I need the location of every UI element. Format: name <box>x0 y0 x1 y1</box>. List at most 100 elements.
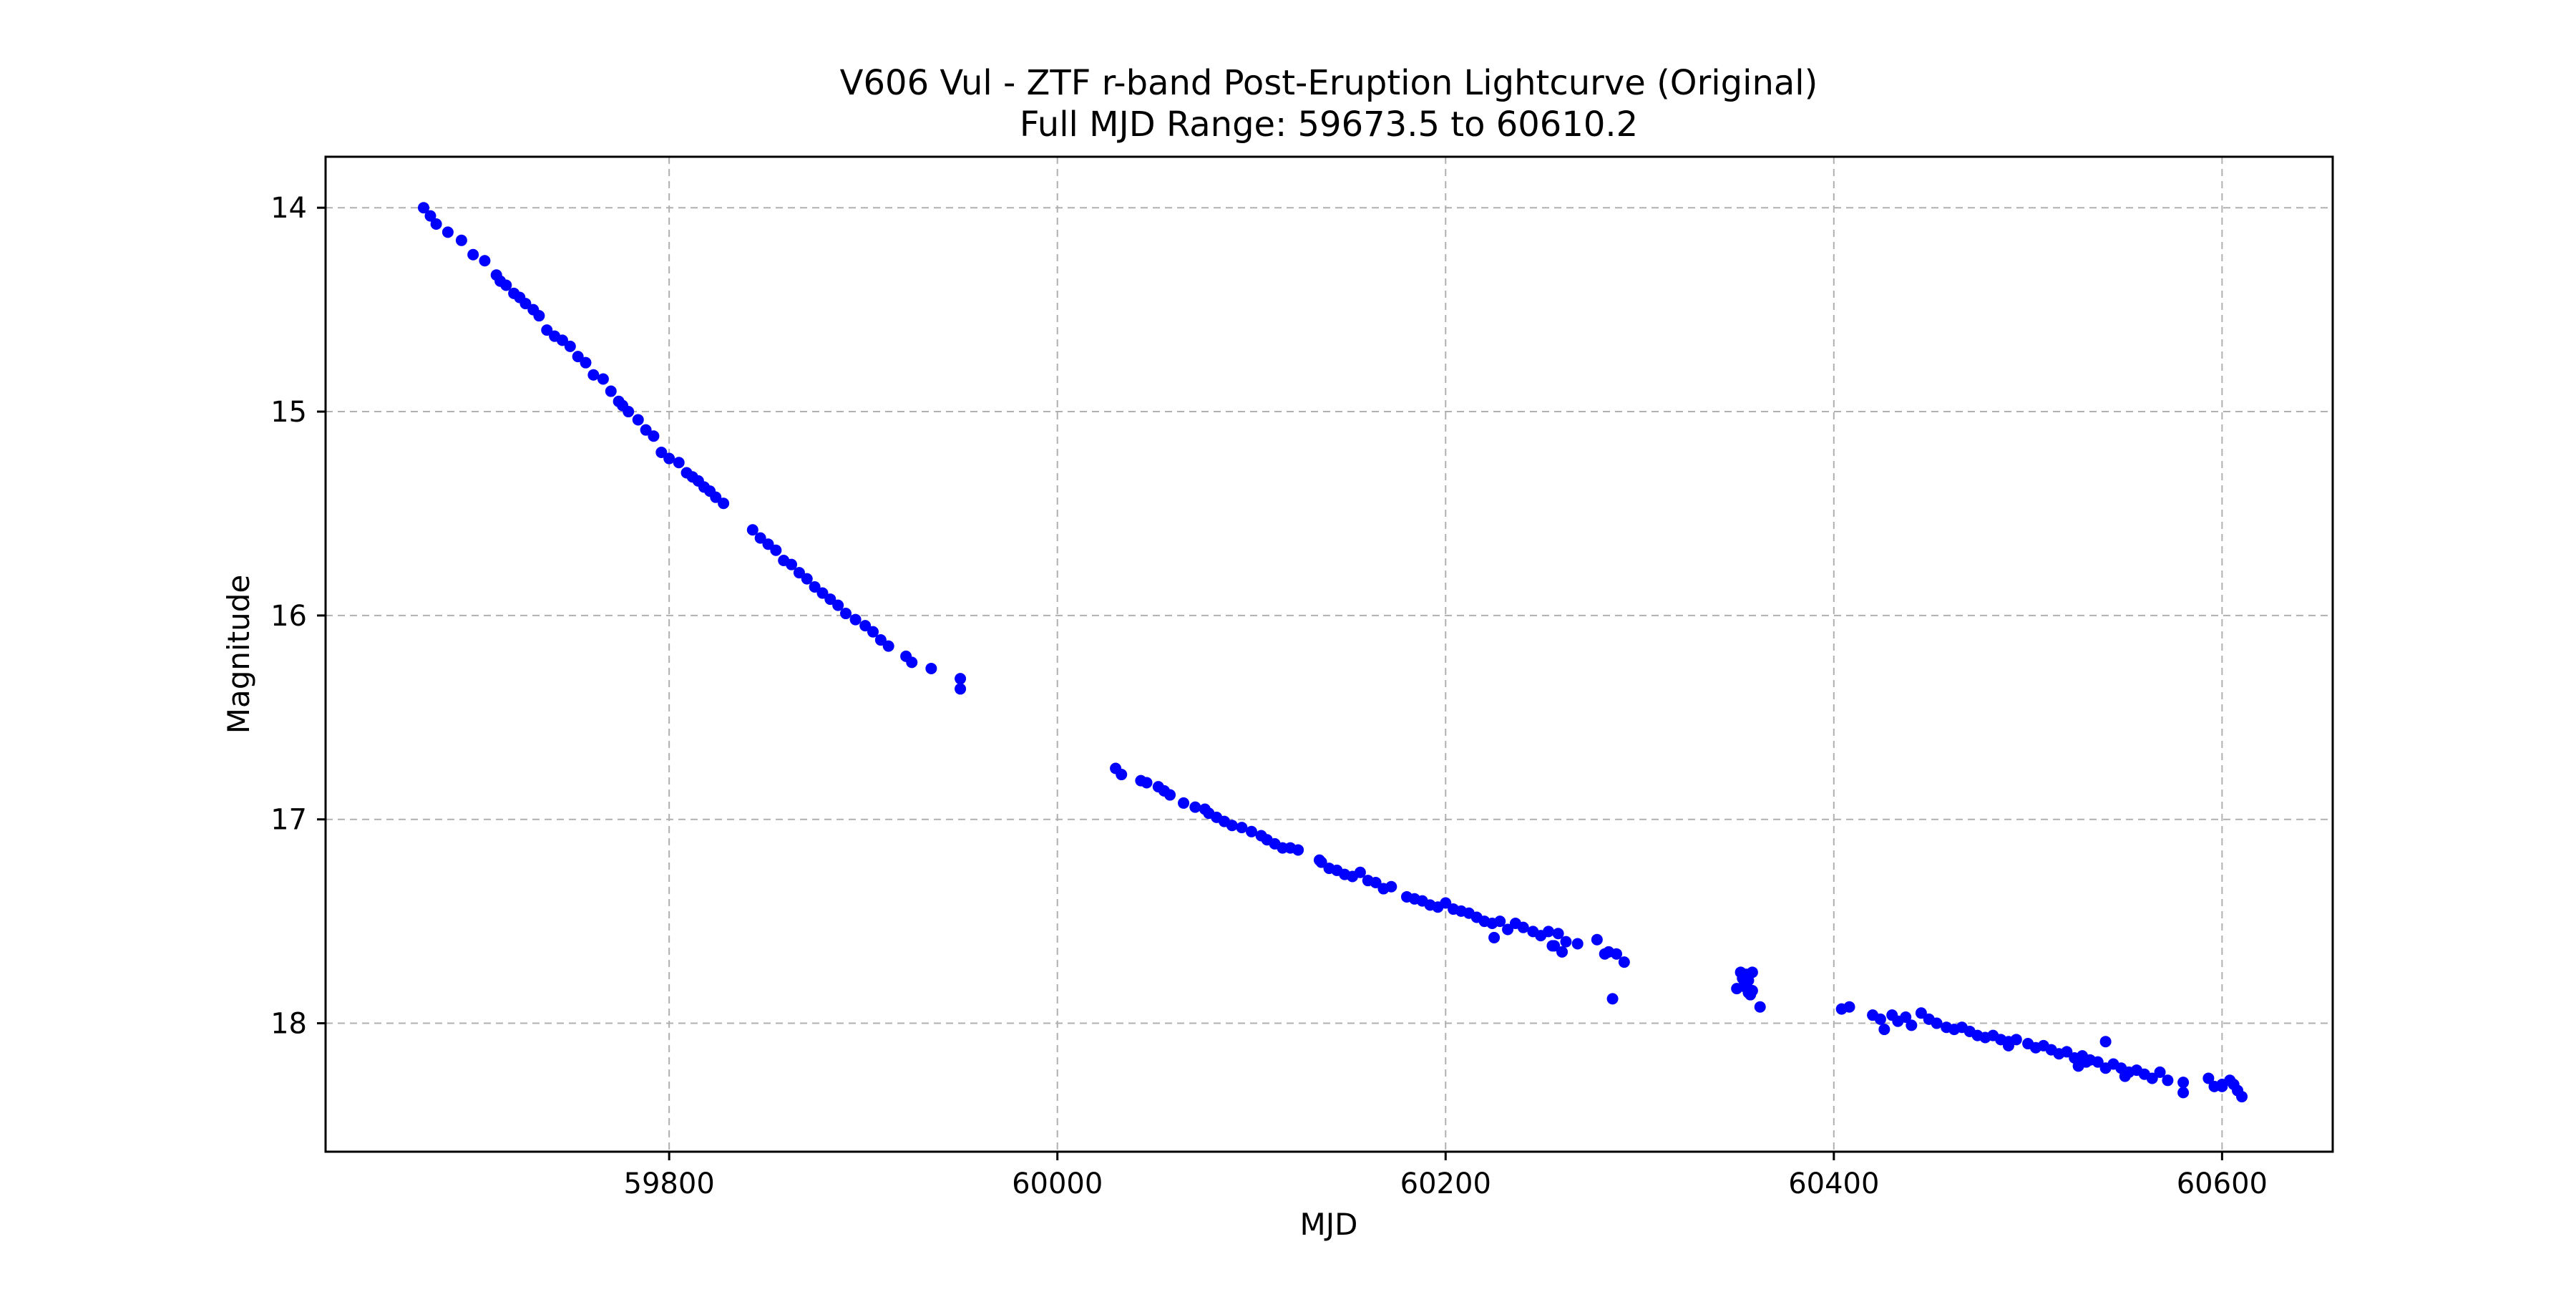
data-point <box>1370 877 1382 889</box>
data-point <box>801 573 813 585</box>
data-point <box>1494 915 1506 928</box>
data-point <box>1189 801 1201 813</box>
data-point <box>1599 948 1611 960</box>
data-point <box>1552 928 1564 940</box>
data-point <box>1178 797 1190 809</box>
data-point <box>564 340 576 352</box>
data-point <box>424 210 436 222</box>
data-point <box>859 620 872 632</box>
data-point <box>710 491 722 503</box>
data-point <box>1556 946 1568 958</box>
x-tick-label: 60000 <box>1012 1167 1103 1200</box>
data-point <box>840 608 852 620</box>
data-point <box>597 373 609 385</box>
data-point <box>623 406 635 418</box>
data-point <box>1141 777 1153 789</box>
data-point <box>1164 789 1176 801</box>
data-point <box>2177 1087 2190 1099</box>
data-point <box>1931 1017 1943 1029</box>
data-point <box>417 202 429 214</box>
data-point <box>824 593 836 606</box>
data-point <box>2061 1046 2073 1058</box>
data-point <box>648 430 660 442</box>
x-axis-label: MJD <box>1300 1207 1358 1242</box>
data-point <box>533 310 545 322</box>
data-point <box>1610 948 1622 960</box>
data-point <box>1116 769 1128 781</box>
data-point <box>1731 983 1743 995</box>
y-tick-label: 17 <box>270 804 307 837</box>
data-point <box>1236 822 1248 834</box>
y-axis-label: Magnitude <box>221 575 256 734</box>
data-point <box>1618 956 1630 968</box>
data-point <box>955 673 967 685</box>
data-point <box>1543 926 1555 938</box>
y-axis-ticks: 14 15 16 17 18 <box>270 192 326 1041</box>
data-point <box>1746 984 1758 996</box>
data-point <box>1517 921 1529 933</box>
y-tick-label: 18 <box>270 1008 307 1041</box>
data-point <box>467 248 479 261</box>
data-point <box>1488 931 1501 943</box>
data-point <box>793 567 805 579</box>
data-point <box>1878 1024 1890 1036</box>
data-point <box>519 298 532 310</box>
data-point <box>770 544 782 556</box>
data-point <box>2236 1091 2248 1103</box>
data-point <box>816 587 829 599</box>
data-point <box>1606 993 1619 1005</box>
x-tick-label: 59800 <box>624 1167 715 1200</box>
data-point <box>655 447 668 459</box>
data-point <box>762 538 774 550</box>
data-point <box>572 351 584 363</box>
data-point <box>754 532 766 544</box>
grid <box>326 157 2333 1152</box>
data-point <box>430 218 442 230</box>
chart-title: V606 Vul - ZTF r-band Post-Eruption Ligh… <box>840 63 1818 103</box>
data-point <box>1385 880 1397 893</box>
x-tick-label: 60600 <box>2177 1167 2268 1200</box>
data-point <box>786 558 798 570</box>
data-point <box>2162 1074 2174 1087</box>
data-point <box>1843 1001 1855 1013</box>
data-point <box>906 656 918 669</box>
data-point <box>874 634 887 646</box>
data-point <box>2002 1039 2014 1051</box>
data-point <box>2119 1070 2131 1082</box>
data-point <box>1571 938 1584 950</box>
plot-frame <box>324 155 2334 1153</box>
data-point <box>849 613 862 626</box>
data-point <box>925 662 937 674</box>
data-point <box>1313 854 1325 866</box>
data-point <box>2216 1080 2228 1092</box>
y-tick-label: 14 <box>270 192 307 225</box>
data-point <box>673 457 685 469</box>
data-point <box>1591 933 1603 946</box>
data-point <box>882 640 894 652</box>
data-point <box>2177 1077 2190 1089</box>
data-point <box>2080 1056 2092 1068</box>
data-point <box>587 369 600 381</box>
data-point <box>2202 1072 2215 1084</box>
y-tick-label: 16 <box>270 600 307 633</box>
y-tick-label: 15 <box>270 396 307 429</box>
data-point <box>663 452 675 465</box>
data-point <box>1560 936 1572 948</box>
data-point <box>1746 966 1758 978</box>
data-point <box>580 356 592 369</box>
data-point <box>1548 940 1561 952</box>
data-point <box>1292 844 1304 856</box>
data-point <box>605 385 617 397</box>
data-point <box>832 599 844 611</box>
data-point <box>2010 1034 2022 1046</box>
data-point <box>746 524 758 536</box>
data-point <box>1900 1011 1912 1024</box>
data-point <box>2228 1079 2240 1091</box>
data-point <box>1245 825 1257 837</box>
data-point <box>2092 1056 2104 1068</box>
data-point <box>1915 1007 1927 1019</box>
data-point <box>479 255 491 267</box>
data-point <box>1867 1009 1879 1021</box>
data-point <box>718 497 730 510</box>
